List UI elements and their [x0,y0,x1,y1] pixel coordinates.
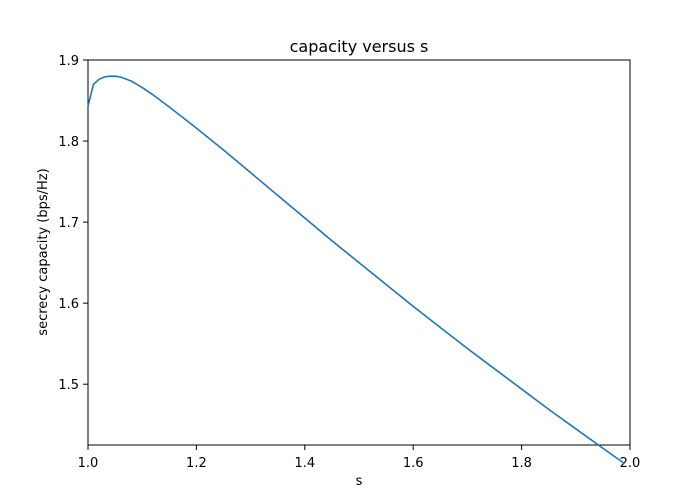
y-tick-label: 1.9 [58,54,79,69]
x-tick-label: 1.8 [511,456,532,471]
y-tick-label: 1.7 [58,216,79,231]
x-tick-label: 1.4 [294,456,315,471]
y-tick-label: 1.5 [58,378,79,393]
x-axis-label: s [356,474,363,489]
x-tick-label: 1.6 [403,456,424,471]
x-tick-label: 1.0 [78,456,99,471]
y-tick-label: 1.8 [58,135,79,150]
y-axis-ticks: 1.5 1.6 1.7 1.8 1.9 [58,54,88,393]
chart-title: capacity versus s [290,37,429,56]
y-tick-label: 1.6 [58,297,79,312]
x-tick-label: 2.0 [620,456,641,471]
x-axis-ticks: 1.0 1.2 1.4 1.6 1.8 2.0 [78,445,641,471]
y-axis-label: secrecy capacity (bps/Hz) [36,168,51,335]
plot-frame [87,59,631,446]
series-line [87,75,626,465]
series-layer [87,75,626,465]
x-tick-label: 1.2 [186,456,207,471]
